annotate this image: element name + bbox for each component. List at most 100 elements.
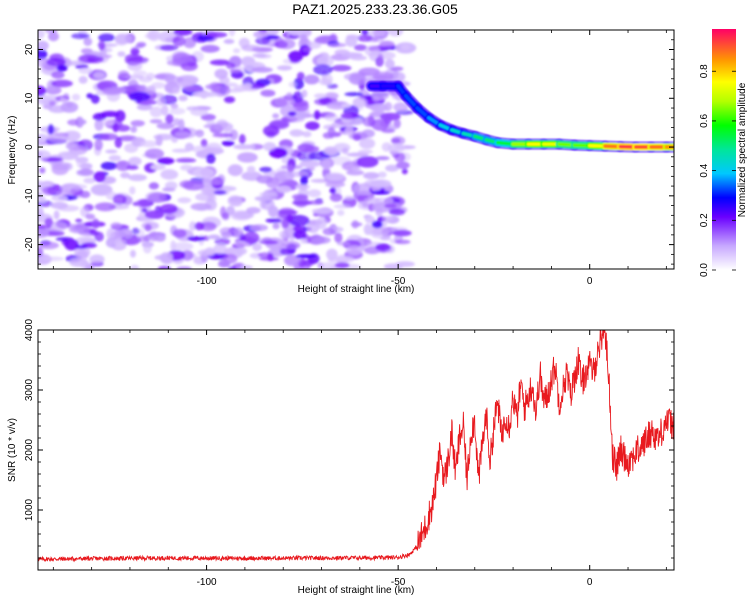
noise-blob <box>159 44 179 51</box>
noise-blob <box>243 83 253 88</box>
noise-blob <box>346 34 359 40</box>
noise-blob <box>364 45 381 57</box>
noise-blob <box>363 172 380 180</box>
noise-blob <box>385 164 399 172</box>
noise-blob <box>226 62 236 69</box>
noise-blob <box>321 73 333 86</box>
noise-blob <box>172 228 187 238</box>
noise-blob <box>379 40 395 49</box>
noise-blob <box>371 220 383 229</box>
noise-blob <box>375 243 391 251</box>
noise-blob <box>313 64 333 76</box>
noise-blob <box>177 197 192 204</box>
noise-blob <box>344 92 364 97</box>
noise-blob <box>235 247 247 255</box>
noise-blob <box>118 228 133 238</box>
noise-blob <box>195 192 215 202</box>
noise-blob <box>295 254 317 259</box>
noise-blob <box>94 119 104 131</box>
spectrogram-frame <box>37 29 675 270</box>
noise-blob <box>268 121 289 128</box>
noise-blob <box>164 73 175 84</box>
noise-blob <box>358 149 373 154</box>
noise-blob <box>48 230 65 237</box>
noise-blob <box>341 52 363 58</box>
noise-blob <box>268 205 279 218</box>
noise-blob <box>92 113 107 121</box>
y-tick-label: 20 <box>24 44 35 56</box>
noise-blob <box>305 121 320 131</box>
noise-blob <box>233 48 241 54</box>
noise-blob <box>368 115 375 127</box>
noise-blob <box>304 74 320 85</box>
noise-blob <box>308 151 330 161</box>
noise-blob <box>390 66 404 72</box>
noise-blob <box>48 31 59 42</box>
noise-blob <box>286 92 293 98</box>
noise-blob <box>195 129 205 138</box>
noise-blob <box>90 183 113 196</box>
y-tick-label: 0 <box>24 144 35 150</box>
snr-panel: -100 -50 0 1000 2000 3000 4000 Height of stra… <box>7 318 675 596</box>
noise-blob <box>132 201 139 206</box>
noise-blob <box>291 193 309 200</box>
noise-blob <box>141 208 148 213</box>
noise-blob <box>369 103 389 112</box>
noise-blobs <box>38 30 417 269</box>
noise-blob <box>342 147 349 155</box>
noise-blob <box>117 51 126 57</box>
noise-blob <box>93 72 106 79</box>
noise-blob <box>181 250 194 261</box>
noise-blob <box>327 42 347 48</box>
noise-blob <box>243 231 260 244</box>
noise-blob <box>114 137 123 149</box>
noise-blob <box>189 221 197 232</box>
noise-blob <box>346 170 364 176</box>
noise-blob <box>63 152 79 158</box>
noise-blob <box>314 93 327 99</box>
noise-blob <box>128 156 142 166</box>
noise-blob <box>105 237 118 248</box>
noise-blob <box>323 146 338 155</box>
noise-blob <box>127 56 149 64</box>
noise-blob <box>384 203 397 209</box>
noise-blob <box>180 61 198 71</box>
noise-blob <box>341 103 352 108</box>
noise-blob <box>299 34 309 46</box>
noise-blob <box>185 143 192 151</box>
noise-blob <box>257 252 274 258</box>
noise-blob <box>219 227 234 236</box>
noise-blob <box>387 144 406 152</box>
noise-blob <box>351 167 362 172</box>
noise-blob <box>289 58 300 64</box>
figure-title: PAZ1.2025.233.23.36.G05 <box>292 1 458 17</box>
noise-blob <box>43 256 64 262</box>
noise-blob <box>38 30 45 39</box>
noise-blob <box>227 164 243 177</box>
noise-blob <box>67 184 88 190</box>
noise-blob <box>172 242 194 251</box>
noise-blob <box>120 172 131 179</box>
noise-blob <box>238 134 246 145</box>
noise-blob <box>259 240 279 245</box>
noise-blob <box>259 192 277 197</box>
noise-blob <box>136 104 153 111</box>
x-tick-label: 0 <box>587 577 593 588</box>
noise-blob <box>140 140 158 148</box>
noise-blob <box>389 71 406 83</box>
noise-blob <box>371 118 390 131</box>
noise-blob <box>74 246 91 259</box>
noise-blob <box>301 89 308 98</box>
noise-blob <box>112 194 127 205</box>
noise-blob <box>63 224 85 229</box>
noise-blob <box>187 236 205 242</box>
noise-blob <box>108 155 122 162</box>
noise-blob <box>100 161 118 171</box>
noise-blob <box>324 113 339 122</box>
noise-blob <box>354 44 367 51</box>
noise-blob <box>182 180 205 191</box>
noise-blob <box>392 229 412 237</box>
noise-blob <box>78 67 93 74</box>
noise-blob <box>78 54 100 64</box>
